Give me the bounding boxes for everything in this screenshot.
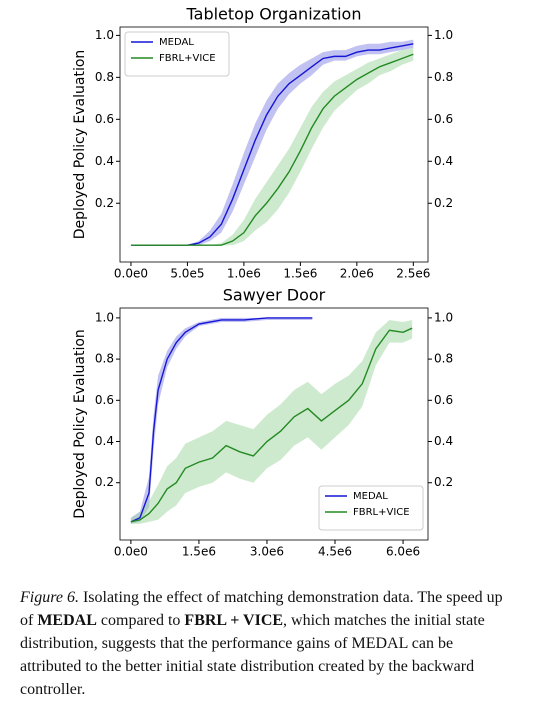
- caption-text: , which matches the initial state distri…: [20, 612, 485, 698]
- legend-label: FBRL+VICE: [353, 507, 410, 518]
- y-tick-label: 0.2: [95, 475, 114, 489]
- x-tick-label: 2.0e6: [340, 267, 374, 281]
- y2-tick-label: 0.6: [434, 393, 453, 407]
- y2-tick-label: 0.2: [434, 196, 453, 210]
- caption-text: Figure 6.: [20, 589, 79, 606]
- plot-frame: [119, 26, 429, 263]
- legend-box: [318, 485, 424, 531]
- y-tick-label: 1.0: [95, 28, 114, 42]
- legend-label: MEDAL: [353, 491, 388, 502]
- figure: Tabletop Organization Deployed Policy Eva…: [72, 5, 453, 559]
- x-tick-label: 1.5e6: [283, 267, 317, 281]
- y2-tick-label: 1.0: [434, 28, 453, 42]
- caption: Figure 6. Isolating the effect of matchi…: [20, 586, 514, 701]
- y-tick-label: 0.8: [95, 352, 114, 366]
- y2-tick-label: 0.2: [434, 475, 453, 489]
- x-tick-label: 4.5e6: [318, 545, 352, 559]
- x-tick-label: 3.0e6: [250, 545, 284, 559]
- y2-tick-label: 0.4: [434, 434, 453, 448]
- caption-text: compared to: [96, 612, 185, 629]
- y2-tick-label: 0.4: [434, 154, 453, 168]
- y-tick-label: 1.0: [95, 310, 114, 324]
- x-tick-label: 0.0e0: [114, 545, 148, 559]
- y2-tick-label: 0.8: [434, 70, 453, 84]
- legend-label: MEDAL: [159, 37, 194, 48]
- x-tick-label: 1.0e6: [227, 267, 261, 281]
- x-tick-label: 6.0e6: [386, 545, 420, 559]
- y-tick-label: 0.4: [95, 154, 114, 168]
- y2-tick-label: 1.0: [434, 310, 453, 324]
- chart-title: Sawyer Door: [223, 286, 326, 305]
- chart-title: Tabletop Organization: [186, 5, 362, 24]
- y-tick-label: 0.8: [95, 70, 114, 84]
- series-line: [130, 317, 313, 523]
- y-tick-label: 0.6: [95, 112, 114, 126]
- confidence-band: [130, 47, 414, 246]
- y-axis-label: Deployed Policy Evaluation: [72, 50, 88, 240]
- series-line: [130, 327, 413, 523]
- y2-tick-label: 0.8: [434, 352, 453, 366]
- y-tick-label: 0.6: [95, 393, 114, 407]
- plot-frame: [119, 307, 429, 541]
- caption-text: MEDAL: [37, 612, 97, 629]
- legend-label: FBRL+VICE: [159, 53, 216, 64]
- x-tick-label: 2.5e6: [396, 267, 430, 281]
- caption-text: FBRL + VICE: [184, 612, 284, 629]
- caption-text: Isolating the effect of matching demonst…: [20, 589, 503, 629]
- y-tick-label: 0.2: [95, 196, 114, 210]
- y-tick-label: 0.4: [95, 434, 114, 448]
- confidence-band: [130, 319, 413, 524]
- y2-tick-label: 0.6: [434, 112, 453, 126]
- x-tick-label: 5.0e5: [170, 267, 204, 281]
- y-axis-label: Deployed Policy Evaluation: [72, 329, 88, 519]
- legend-box: [124, 31, 230, 77]
- x-tick-label: 0.0e0: [114, 267, 148, 281]
- series-line: [130, 53, 414, 246]
- x-tick-label: 1.5e6: [182, 545, 216, 559]
